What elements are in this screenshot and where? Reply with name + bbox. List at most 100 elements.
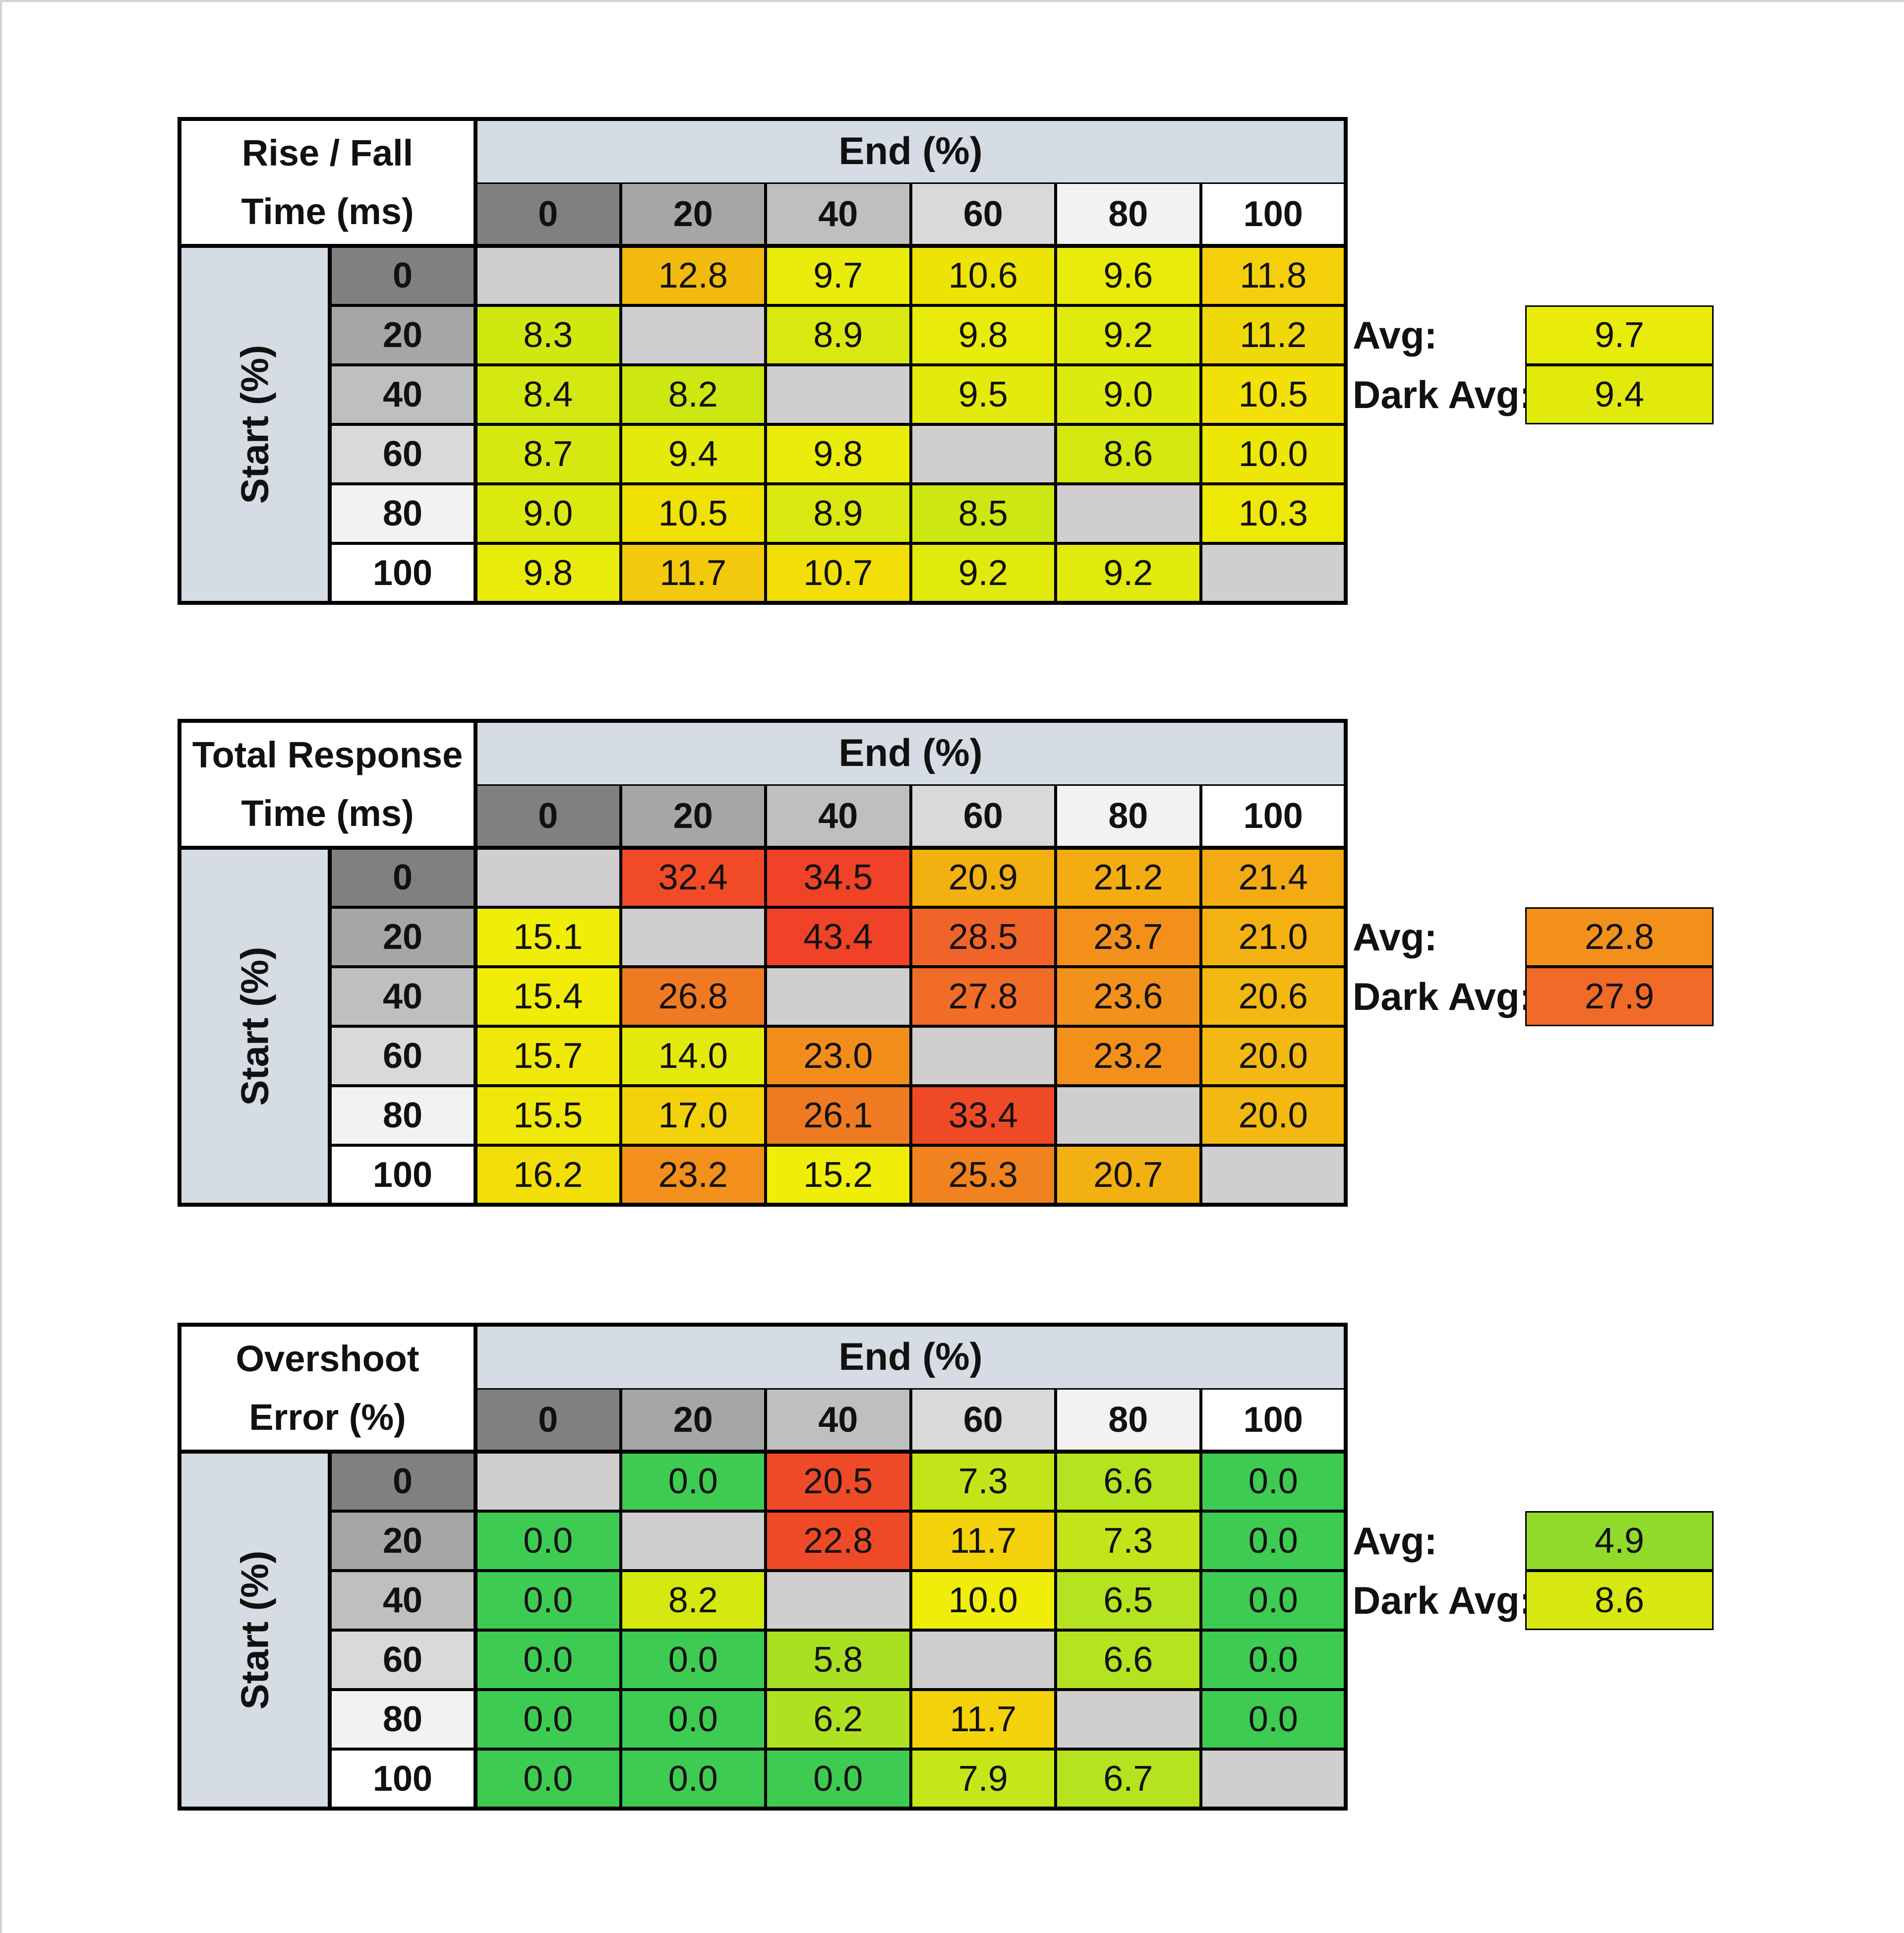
heatmap-cell: 12.8 [620, 246, 766, 305]
heatmap-cell: 0.0 [1200, 1511, 1346, 1571]
row-header: 80 [330, 1690, 476, 1749]
separator [179, 1450, 1346, 1454]
table-title-line: Total Response [192, 734, 463, 775]
heatmap-cell: 26.1 [766, 1086, 911, 1145]
heatmap-cell [620, 305, 766, 365]
column-header: 0 [476, 182, 621, 246]
heatmap-cell: 9.2 [910, 543, 1056, 603]
start-axis-title: Start (%) [179, 1452, 330, 1809]
heatmap-cell: 23.7 [1056, 907, 1201, 967]
heatmap-cell: 0.0 [476, 1511, 621, 1571]
heatmap-cell: 0.0 [476, 1749, 621, 1809]
heatmap-cell: 0.0 [1200, 1630, 1346, 1690]
heatmap-cell: 8.9 [766, 484, 911, 543]
heatmap-cell: 9.0 [476, 484, 621, 543]
heatmap-cell: 6.2 [766, 1690, 911, 1749]
heatmap-cell: 21.2 [1056, 848, 1201, 907]
heatmap-cell: 0.0 [476, 1571, 621, 1630]
heatmap-cell: 8.5 [910, 484, 1056, 543]
row-header: 80 [330, 484, 476, 543]
avg-value: 9.7 [1525, 305, 1714, 365]
column-header: 100 [1200, 182, 1346, 246]
dark-avg-label: Dark Avg: [1353, 974, 1533, 1018]
heatmap-cell: 9.6 [1056, 246, 1201, 305]
separator [474, 1325, 477, 1809]
heatmap-cell [1200, 543, 1346, 603]
row-header: 0 [330, 246, 476, 305]
row-header: 60 [330, 424, 476, 484]
heatmap-cell: 15.7 [476, 1026, 621, 1086]
heatmap-cell [476, 246, 621, 305]
avg-label: Avg: [1353, 915, 1437, 959]
heatmap-cell: 8.3 [476, 305, 621, 365]
row-header: 60 [330, 1630, 476, 1690]
start-axis-label: Start (%) [233, 946, 276, 1106]
column-header: 40 [766, 784, 911, 848]
start-axis-title: Start (%) [179, 848, 330, 1205]
column-header: 0 [476, 1388, 621, 1452]
heatmap-cell: 10.6 [910, 246, 1056, 305]
heatmap-cell [1056, 484, 1201, 543]
column-header: 60 [910, 784, 1056, 848]
separator [328, 848, 332, 1205]
heatmap-cell: 16.2 [476, 1145, 621, 1205]
column-header: 40 [766, 1388, 911, 1452]
column-header: 20 [620, 182, 766, 246]
heatmap-cell: 0.0 [476, 1690, 621, 1749]
heatmap-cell [910, 1630, 1056, 1690]
heatmap-cell: 6.6 [1056, 1452, 1201, 1511]
heatmap-cell: 17.0 [620, 1086, 766, 1145]
heatmap-cell: 7.3 [910, 1452, 1056, 1511]
heatmap-cell [620, 907, 766, 967]
dark-avg-value: 9.4 [1525, 365, 1714, 424]
heatmap-cell: 32.4 [620, 848, 766, 907]
heatmap-cell: 22.8 [766, 1511, 911, 1571]
heatmap-cell: 6.5 [1056, 1571, 1201, 1630]
column-header: 100 [1200, 1388, 1346, 1452]
heatmap-cell: 10.7 [766, 543, 911, 603]
heatmap-cell: 8.2 [620, 365, 766, 424]
heatmap-cell: 21.0 [1200, 907, 1346, 967]
heatmap-cell: 9.8 [476, 543, 621, 603]
heatmap-cell: 6.6 [1056, 1630, 1201, 1690]
dark-avg-label: Dark Avg: [1353, 1578, 1533, 1622]
heatmap-cell [620, 1511, 766, 1571]
heatmap-cell: 33.4 [910, 1086, 1056, 1145]
heatmap-cell: 9.5 [910, 365, 1056, 424]
column-header: 80 [1056, 784, 1201, 848]
heatmap-cell: 20.5 [766, 1452, 911, 1511]
heatmap-cell: 15.4 [476, 967, 621, 1026]
heatmap-cell: 20.7 [1056, 1145, 1201, 1205]
dark-avg-value: 27.9 [1525, 967, 1714, 1026]
heatmap-cell: 11.2 [1200, 305, 1346, 365]
heatmap-cell: 9.2 [1056, 543, 1201, 603]
separator [328, 246, 332, 603]
heatmap-cell: 9.0 [1056, 365, 1201, 424]
table-title-line: Overshoot [236, 1338, 419, 1379]
column-header: 80 [1056, 1388, 1201, 1452]
table-title: Overshoot Error (%) [179, 1325, 476, 1452]
separator [179, 244, 1346, 248]
row-header: 60 [330, 1026, 476, 1086]
heatmap-cell: 20.6 [1200, 967, 1346, 1026]
heatmap-cell: 9.8 [766, 424, 911, 484]
end-axis-title: End (%) [476, 119, 1346, 182]
heatmap-cell: 5.8 [766, 1630, 911, 1690]
avg-value: 22.8 [1525, 907, 1714, 967]
column-header: 100 [1200, 784, 1346, 848]
column-header: 40 [766, 182, 911, 246]
dark-avg-value: 8.6 [1525, 1571, 1714, 1630]
table-title-line: Time (ms) [241, 191, 414, 232]
heatmap-cell: 10.0 [1200, 424, 1346, 484]
separator [474, 721, 477, 1205]
column-header: 60 [910, 1388, 1056, 1452]
heatmap-cell: 0.0 [1200, 1571, 1346, 1630]
heatmap-cell [910, 424, 1056, 484]
column-header: 20 [620, 1388, 766, 1452]
column-header: 20 [620, 784, 766, 848]
heatmap-cell [476, 1452, 621, 1511]
row-header: 20 [330, 1511, 476, 1571]
heatmap-cell [476, 848, 621, 907]
column-header: 0 [476, 784, 621, 848]
row-header: 20 [330, 907, 476, 967]
